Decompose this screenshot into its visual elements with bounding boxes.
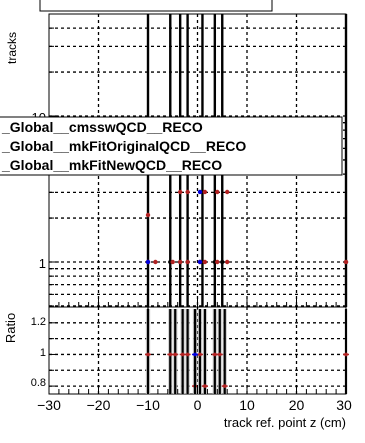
- ratio-data-point: [203, 384, 207, 388]
- ratio-y-tick-0.8: 0.8: [31, 377, 46, 389]
- ratio-y-tick-1.2: 1.2: [31, 316, 46, 328]
- x-tick-label-0: 0: [194, 397, 202, 413]
- ratio-data-point: [213, 352, 217, 357]
- ratio-data-point: [168, 352, 173, 357]
- x-tick-label-30: 30: [336, 397, 352, 413]
- title-banner-box: [39, 0, 273, 12]
- ratio-grid: [49, 307, 346, 394]
- main-data-point: [177, 259, 183, 265]
- x-axis-title: track ref. point z (cm): [224, 415, 346, 430]
- x-tick-label--20: −20: [87, 397, 111, 413]
- ratio-y-tick-1: 1: [40, 347, 46, 359]
- ratio-data-point: [146, 352, 150, 357]
- main-data-point-upper: [202, 189, 208, 195]
- ratio-data-point: [173, 352, 178, 357]
- main-data-point: [170, 259, 175, 265]
- ratio-data-point: [198, 352, 202, 357]
- y-tick-label-1: 1: [39, 256, 46, 271]
- main-data-point-upper: [177, 189, 183, 195]
- x-tick-label-20: 20: [289, 397, 305, 413]
- main-data-point: [145, 259, 151, 265]
- ratio-data-point: [193, 352, 197, 357]
- main-data-point-upper: [197, 189, 203, 195]
- main-data-point: [215, 259, 220, 265]
- main-data-point: [185, 259, 190, 265]
- main-data-point: [202, 259, 208, 265]
- x-tick-label--10: −10: [136, 397, 160, 413]
- ratio-data-point: [185, 352, 190, 357]
- main-data-point: [220, 259, 225, 265]
- main-y-axis-title: tracks: [5, 32, 19, 64]
- main-data-point: [197, 259, 203, 265]
- ratio-data-point: [222, 384, 227, 388]
- legend-entry-mkfit-new: _Global__mkFitNewQCD__RECO: [1, 157, 222, 173]
- main-data-point-upper: [145, 212, 151, 218]
- main-data-point-upper: [185, 189, 190, 195]
- ratio-data-point: [180, 352, 185, 357]
- main-data-point-upper: [225, 189, 230, 195]
- ratio-data-marks: [145, 309, 349, 394]
- legend-box: [0, 116, 343, 176]
- legend-entry-mkfit-original: _Global__mkFitOriginalQCD__RECO: [1, 138, 246, 154]
- ratio-data-point: [217, 352, 222, 357]
- axes-ticks: [48, 27, 347, 394]
- ratio-y-axis-title: Ratio: [3, 313, 18, 343]
- main-data-point: [343, 259, 349, 265]
- main-data-point-upper: [215, 189, 220, 195]
- x-tick-label--30: −30: [37, 397, 61, 413]
- x-tick-label-10: 10: [239, 397, 255, 413]
- ratio-data-point: [344, 352, 348, 357]
- legend-entry-cmssw: _Global__cmsswQCD__RECO: [1, 119, 203, 135]
- main-data-point: [225, 259, 230, 265]
- main-data-point: [153, 259, 158, 265]
